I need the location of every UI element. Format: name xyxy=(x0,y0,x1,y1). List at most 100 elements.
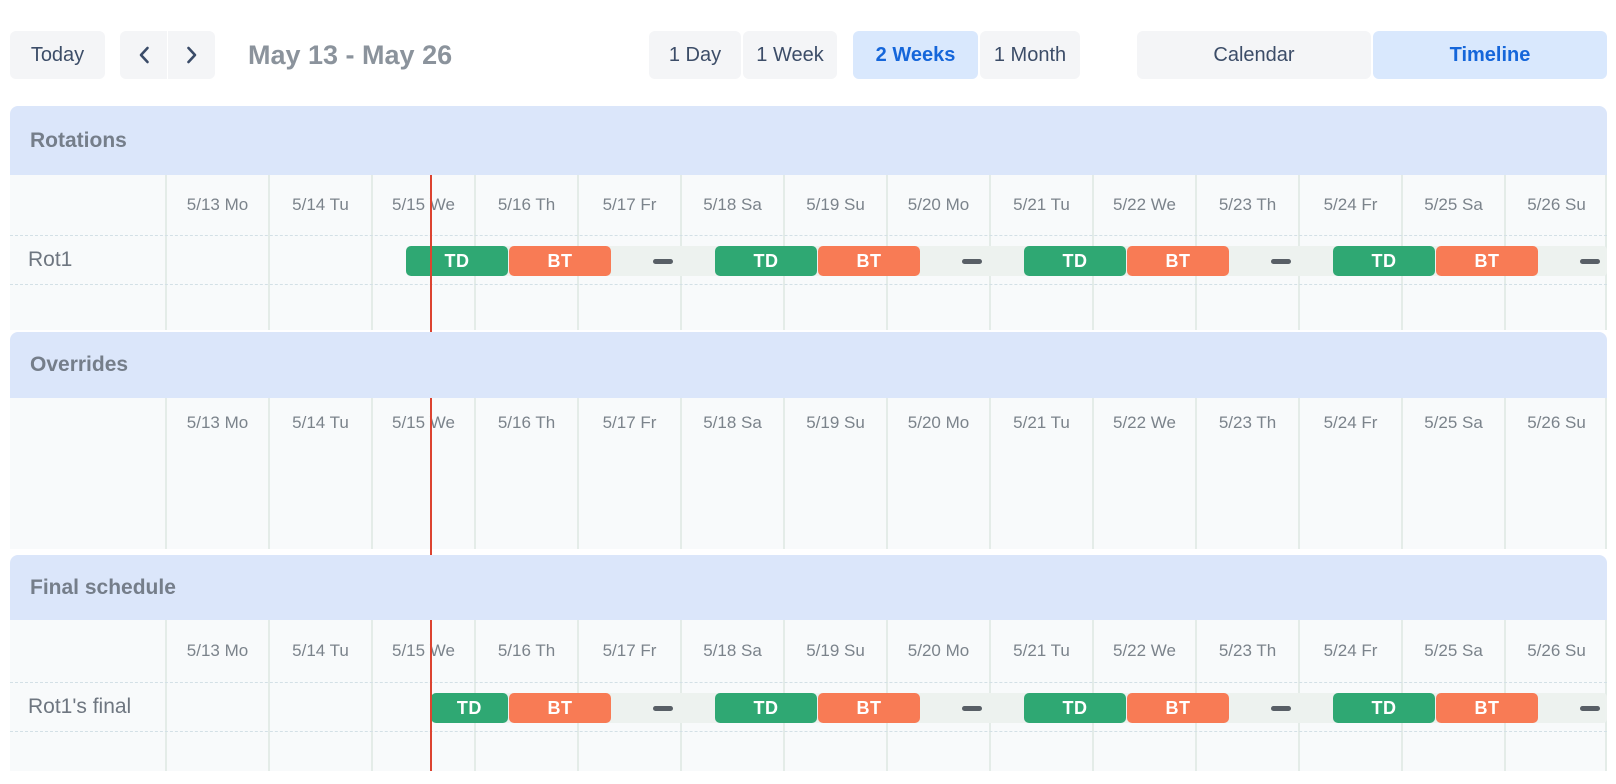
date-header-cell: 5/14 Tu xyxy=(292,413,349,432)
date-header-cell: 5/13 Mo xyxy=(186,641,249,660)
range-option-1-day[interactable]: 1 Day xyxy=(649,31,741,79)
shift-bar-bt[interactable]: BT xyxy=(1126,246,1229,276)
date-header-cell: 5/16 Th xyxy=(497,641,556,660)
date-header-cell: 5/17 Fr xyxy=(602,413,657,432)
date-header-cell: 5/22 We xyxy=(1112,413,1176,432)
row-label: Rot1 xyxy=(28,248,73,271)
schedule-row: Rot1 TD BT TD BT TD BT TD BT xyxy=(10,235,1607,285)
shift-label: TD xyxy=(753,250,779,271)
grid-line xyxy=(577,398,579,549)
shift-bar-td[interactable]: TD xyxy=(430,693,508,723)
grid-line xyxy=(1195,398,1197,549)
date-header-cell: 5/23 Th xyxy=(1218,195,1277,214)
grid-line xyxy=(1504,398,1506,549)
date-header-cell: 5/25 Sa xyxy=(1424,413,1483,432)
date-header-cell: 5/13 Mo xyxy=(186,195,249,214)
date-header-cell: 5/14 Tu xyxy=(292,195,349,214)
shift-bar-bt[interactable]: BT xyxy=(1435,693,1538,723)
gap-dash-icon xyxy=(1580,259,1601,264)
shift-label: BT xyxy=(547,250,573,271)
grid-line xyxy=(371,620,373,771)
timeline-grid: Rotations 5/13 Mo 5/14 Tu 5/15 We 5/16 Th 5/1… xyxy=(10,106,1607,771)
date-header-cell: 5/15 We xyxy=(391,641,455,660)
today-button[interactable]: Today xyxy=(10,31,105,79)
shift-label: TD xyxy=(753,697,779,718)
date-header-cell: 5/13 Mo xyxy=(186,413,249,432)
range-option-1-week[interactable]: 1 Week xyxy=(743,31,837,79)
date-header-cell: 5/23 Th xyxy=(1218,641,1277,660)
shift-bar-bt[interactable]: BT xyxy=(817,693,920,723)
grid-line xyxy=(165,175,167,330)
grid-line xyxy=(474,398,476,549)
shift-bar-td[interactable]: TD xyxy=(1332,693,1435,723)
grid-line xyxy=(371,398,373,549)
next-button[interactable] xyxy=(168,31,215,79)
shift-label: TD xyxy=(1371,697,1397,718)
shift-label: BT xyxy=(856,250,882,271)
shift-bar-bt[interactable]: BT xyxy=(817,246,920,276)
shift-bar-td[interactable]: TD xyxy=(405,246,508,276)
shift-bar-td[interactable]: TD xyxy=(1023,246,1126,276)
shift-bar-bt[interactable]: BT xyxy=(508,693,611,723)
grid-line xyxy=(783,398,785,549)
date-header-cell: 5/20 Mo xyxy=(907,641,970,660)
date-header-cell: 5/21 Tu xyxy=(1013,641,1070,660)
shift-label: TD xyxy=(1371,250,1397,271)
shift-bar-td[interactable]: TD xyxy=(714,246,817,276)
section-title-final-schedule: Final schedule xyxy=(30,575,176,599)
date-header-cell: 5/17 Fr xyxy=(602,641,657,660)
section-header-overrides: Overrides xyxy=(10,332,1607,398)
schedule-row: Rot1's final TD BT TD BT TD BT TD BT xyxy=(10,682,1607,732)
date-header-cell: 5/22 We xyxy=(1112,195,1176,214)
gap-dash-icon xyxy=(962,259,983,264)
date-header-cell: 5/17 Fr xyxy=(602,195,657,214)
shift-bar-bt[interactable]: BT xyxy=(508,246,611,276)
shift-bar-bt[interactable]: BT xyxy=(1126,693,1229,723)
date-header-cell: 5/18 Sa xyxy=(703,413,762,432)
shift-bar-td[interactable]: TD xyxy=(1023,693,1126,723)
grid-line xyxy=(1605,398,1607,549)
grid-line xyxy=(268,620,270,771)
date-header-cell: 5/18 Sa xyxy=(703,641,762,660)
gap-dash-icon xyxy=(1271,259,1292,264)
shift-bar-td[interactable]: TD xyxy=(714,693,817,723)
date-header-cell: 5/23 Th xyxy=(1218,413,1277,432)
shift-bar-bt[interactable]: BT xyxy=(1435,246,1538,276)
shift-label: TD xyxy=(1062,697,1088,718)
date-header-cell: 5/19 Su xyxy=(806,413,865,432)
range-option-2-weeks[interactable]: 2 Weeks xyxy=(853,31,978,79)
section-header-rotations: Rotations xyxy=(10,106,1607,175)
date-header-cell: 5/26 Su xyxy=(1527,413,1586,432)
chevron-right-icon xyxy=(186,46,196,64)
date-header-cell: 5/22 We xyxy=(1112,641,1176,660)
grid-line xyxy=(268,175,270,330)
date-header-cell: 5/21 Tu xyxy=(1013,195,1070,214)
view-calendar-button[interactable]: Calendar xyxy=(1137,31,1371,79)
grid-line xyxy=(165,398,167,549)
date-header-cell: 5/26 Su xyxy=(1527,641,1586,660)
date-header-cell: 5/15 We xyxy=(391,195,455,214)
view-timeline-button[interactable]: Timeline xyxy=(1373,31,1607,79)
grid-line xyxy=(1298,398,1300,549)
section-content-overrides: 5/13 Mo 5/14 Tu 5/15 We 5/16 Th 5/17 Fr 5/18 … xyxy=(10,398,1607,549)
date-header-cell: 5/18 Sa xyxy=(703,195,762,214)
date-header-cell: 5/25 Sa xyxy=(1424,641,1483,660)
shift-label: BT xyxy=(1165,250,1191,271)
gap-dash-icon xyxy=(1271,706,1292,711)
grid-line xyxy=(165,620,167,771)
grid-line xyxy=(680,398,682,549)
grid-line xyxy=(1401,398,1403,549)
gap-dash-icon xyxy=(653,706,674,711)
shift-bar-td[interactable]: TD xyxy=(1332,246,1435,276)
grid-line xyxy=(268,398,270,549)
date-header-cell: 5/24 Fr xyxy=(1323,641,1378,660)
row-label: Rot1's final xyxy=(28,695,132,718)
prev-button[interactable] xyxy=(120,31,167,79)
section-content-final-schedule: 5/13 Mo 5/14 Tu 5/15 We 5/16 Th 5/17 Fr 5/18 … xyxy=(10,620,1607,771)
shift-label: TD xyxy=(1062,250,1088,271)
section-title-rotations: Rotations xyxy=(30,128,127,152)
range-option-1-month[interactable]: 1 Month xyxy=(980,31,1080,79)
section-title-overrides: Overrides xyxy=(30,353,129,376)
grid-line xyxy=(371,175,373,330)
